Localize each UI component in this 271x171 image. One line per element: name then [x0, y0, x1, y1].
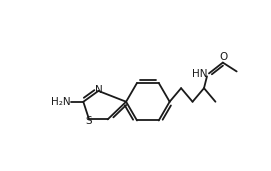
Text: H₂N: H₂N [51, 97, 70, 107]
Text: N: N [95, 85, 103, 95]
Text: O: O [220, 52, 228, 62]
Text: S: S [86, 116, 92, 126]
Text: HN: HN [192, 69, 208, 79]
